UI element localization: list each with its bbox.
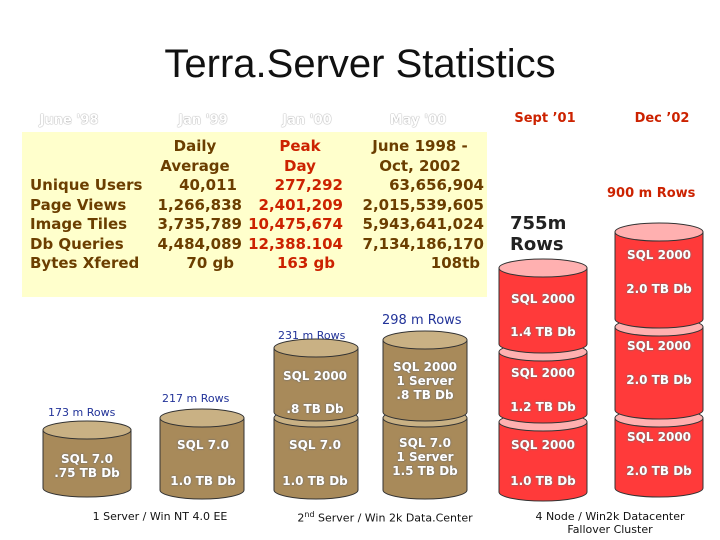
footer-first-server: 1 Server / Win NT 4.0 EE [92, 510, 228, 523]
cylinder-dec02-middle [614, 317, 704, 420]
peak-day-value: 10,475,674 [248, 215, 343, 233]
date-jan00: Jan '00 [282, 113, 332, 128]
daily-average-value: 4,484,089 [157, 234, 242, 253]
peak-day-value: 12,388.104 [248, 234, 343, 253]
peak-day-value: 2,401,209 [258, 195, 343, 214]
rows-label-sept01: 755m Rows [510, 213, 580, 255]
total-value: 5,943,641,024 [362, 215, 484, 233]
daily-average-header-2: Average [160, 156, 230, 175]
total-value: 108tb [430, 254, 480, 272]
page-title: Terra.Server Statistics [164, 42, 556, 86]
daily-average-value: 40,011 [179, 176, 237, 194]
cylinder-dec02-top [614, 222, 704, 329]
row-label-image-tiles: Image Tiles [30, 215, 128, 233]
cylinder-jan99-bottom [159, 408, 245, 500]
rows-label-dec02: 900 m Rows [607, 186, 696, 201]
cylinder-label-sept01-2: 1.4 TB Db [510, 325, 576, 339]
cylinder-label-sept01-6: 1.0 TB Db [510, 474, 576, 488]
row-label-db-queries: Db Queries [30, 234, 124, 253]
date-dec02: Dec ’02 [634, 111, 690, 126]
total-value: 2,015,539,605 [362, 195, 484, 214]
total-value: 7,134,186,170 [362, 234, 484, 253]
cylinder-may00-top [382, 330, 468, 422]
rows-label-jan99: 217 m Rows [162, 392, 230, 405]
cylinder-sept01-top [498, 258, 588, 354]
cylinder-jan00-top [273, 338, 359, 422]
cylinder-label-sept01-3: SQL 2000 [510, 366, 576, 380]
peak-day-header-2: Day [284, 156, 316, 175]
cylinder-label-dec02-1: SQL 2000 [626, 248, 692, 262]
total-header-1: June 1998 - [372, 137, 468, 155]
cylinder-label-may00-1: SQL 2000 1 Server .8 TB Db [392, 360, 458, 402]
cylinder-label-jan00-3: SQL 7.0 [289, 438, 341, 452]
date-sept01: Sept ’01 [514, 111, 576, 126]
cylinder-label-jan00-1: SQL 2000 [282, 369, 348, 383]
date-jan99: Jan '99 [178, 113, 228, 128]
row-label-bytes-xfered: Bytes Xfered [30, 254, 140, 272]
footer-cluster-line2: Fallover Cluster [567, 523, 653, 536]
total-value: 63,656,904 [389, 176, 484, 194]
footer-second-server: 2nd Server / Win 2k Data.Center [270, 508, 500, 525]
cylinder-label-dec02-4: 2.0 TB Db [626, 373, 692, 387]
cylinder-dec02-bottom [614, 408, 704, 498]
cylinder-june98 [42, 420, 132, 498]
cylinder-label-jan99-top: SQL 7.0 [177, 438, 229, 452]
footer-second-pre: 2 [297, 511, 305, 525]
cylinder-label-sept01-4: 1.2 TB Db [510, 400, 576, 414]
cylinder-label-jan00-2: .8 TB Db [286, 402, 344, 416]
daily-average-value: 3,735,789 [157, 215, 242, 233]
rows-label-june98: 173 m Rows [48, 406, 116, 419]
date-may00: May '00 [389, 113, 447, 128]
cylinder-label-jan00-4: 1.0 TB Db [282, 474, 348, 488]
cylinder-label-dec02-5: SQL 2000 [626, 430, 692, 444]
peak-day-value: 163 gb [276, 254, 335, 272]
cylinder-label-dec02-3: SQL 2000 [626, 339, 692, 353]
daily-average-value: 70 gb [186, 254, 234, 272]
cylinder-label-sept01-1: SQL 2000 [510, 292, 576, 306]
daily-average-value: 1,266,838 [157, 195, 242, 214]
row-label-unique-users: Unique Users [30, 176, 143, 194]
daily-average-header-1: Daily [173, 137, 217, 155]
peak-day-header-1: Peak [279, 137, 321, 155]
footer-second-sup: nd [304, 510, 315, 519]
cylinder-label-june98: SQL 7.0 .75 TB Db [54, 452, 120, 480]
footer-cluster-line1: 4 Node / Win2k Datacenter [535, 510, 685, 523]
cylinder-label-dec02-6: 2.0 TB Db [626, 464, 692, 478]
total-header-2: Oct, 2002 [379, 156, 461, 175]
cylinder-label-jan99-bottom: 1.0 TB Db [170, 474, 236, 488]
peak-day-value: 277,292 [274, 176, 343, 194]
footer-second-post: Server / Win 2k Data.Center [314, 511, 473, 525]
cylinder-label-may00-2: SQL 7.0 1 Server 1.5 TB Db [392, 436, 458, 478]
rows-label-sept01-text: 755m Rows [510, 213, 567, 255]
cylinder-label-sept01-5: SQL 2000 [510, 438, 576, 452]
stats-table-background [22, 132, 487, 297]
date-june98: June '98 [39, 113, 99, 128]
row-label-page-views: Page Views [30, 195, 127, 214]
rows-label-may00: 298 m Rows [382, 313, 462, 328]
cylinder-label-dec02-2: 2.0 TB Db [626, 282, 692, 296]
rows-label-jan00: 231 m Rows [278, 329, 346, 342]
